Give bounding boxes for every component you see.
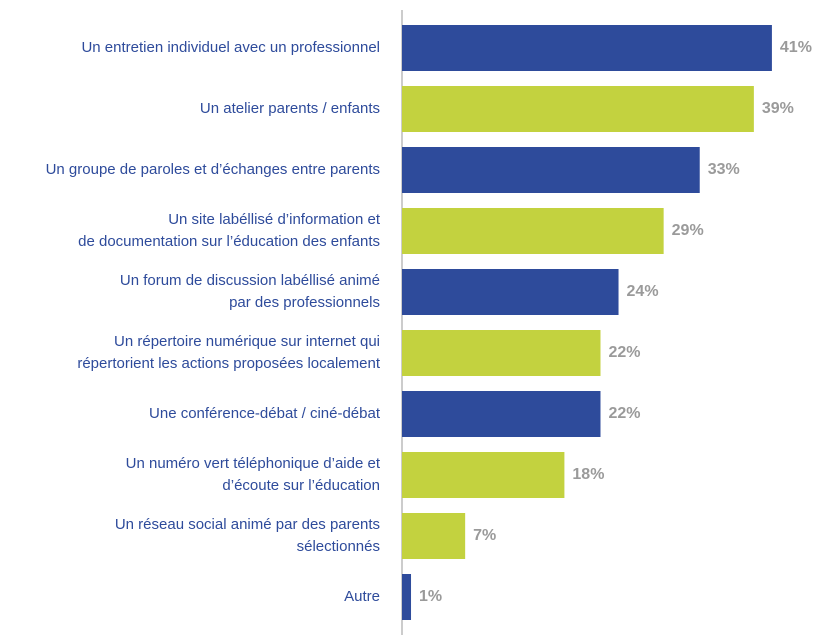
value-label: 39% (762, 100, 794, 117)
category-label: Un réseau social animé par des parents (115, 516, 380, 533)
bar (402, 513, 466, 559)
bar (402, 330, 601, 376)
category-label: Un forum de discussion labéllisé animé (120, 272, 380, 289)
value-label: 18% (572, 466, 604, 483)
category-label: Un répertoire numérique sur internet qui (114, 333, 380, 350)
category-label: Un entretien individuel avec un professi… (81, 39, 380, 56)
value-label: 33% (708, 161, 740, 178)
category-label: Autre (344, 588, 380, 605)
category-label: Un atelier parents / enfants (200, 100, 380, 117)
category-label: Un site labéllisé d’information et (168, 211, 381, 228)
bar (402, 391, 601, 437)
category-label: Un groupe de paroles et d’échanges entre… (46, 161, 380, 178)
bar (402, 147, 700, 193)
bar (402, 25, 772, 71)
value-label: 7% (473, 527, 496, 544)
value-label: 1% (419, 588, 442, 605)
value-label: 24% (627, 283, 659, 300)
category-label: sélectionnés (297, 538, 380, 555)
category-label: par des professionnels (229, 294, 380, 311)
value-label: 22% (608, 405, 640, 422)
bar (402, 86, 754, 132)
bar (402, 208, 664, 254)
category-label: de documentation sur l’éducation des enf… (78, 233, 380, 250)
bar (402, 269, 619, 315)
value-label: 22% (608, 344, 640, 361)
category-label: d’écoute sur l’éducation (222, 477, 380, 494)
value-label: 29% (672, 222, 704, 239)
category-label: Un numéro vert téléphonique d’aide et (126, 455, 381, 472)
bar (402, 452, 565, 498)
value-label: 41% (780, 39, 812, 56)
category-label: répertorient les actions proposées local… (77, 355, 380, 372)
category-label: Une conférence-débat / ciné-débat (149, 405, 381, 422)
bar (402, 574, 412, 620)
